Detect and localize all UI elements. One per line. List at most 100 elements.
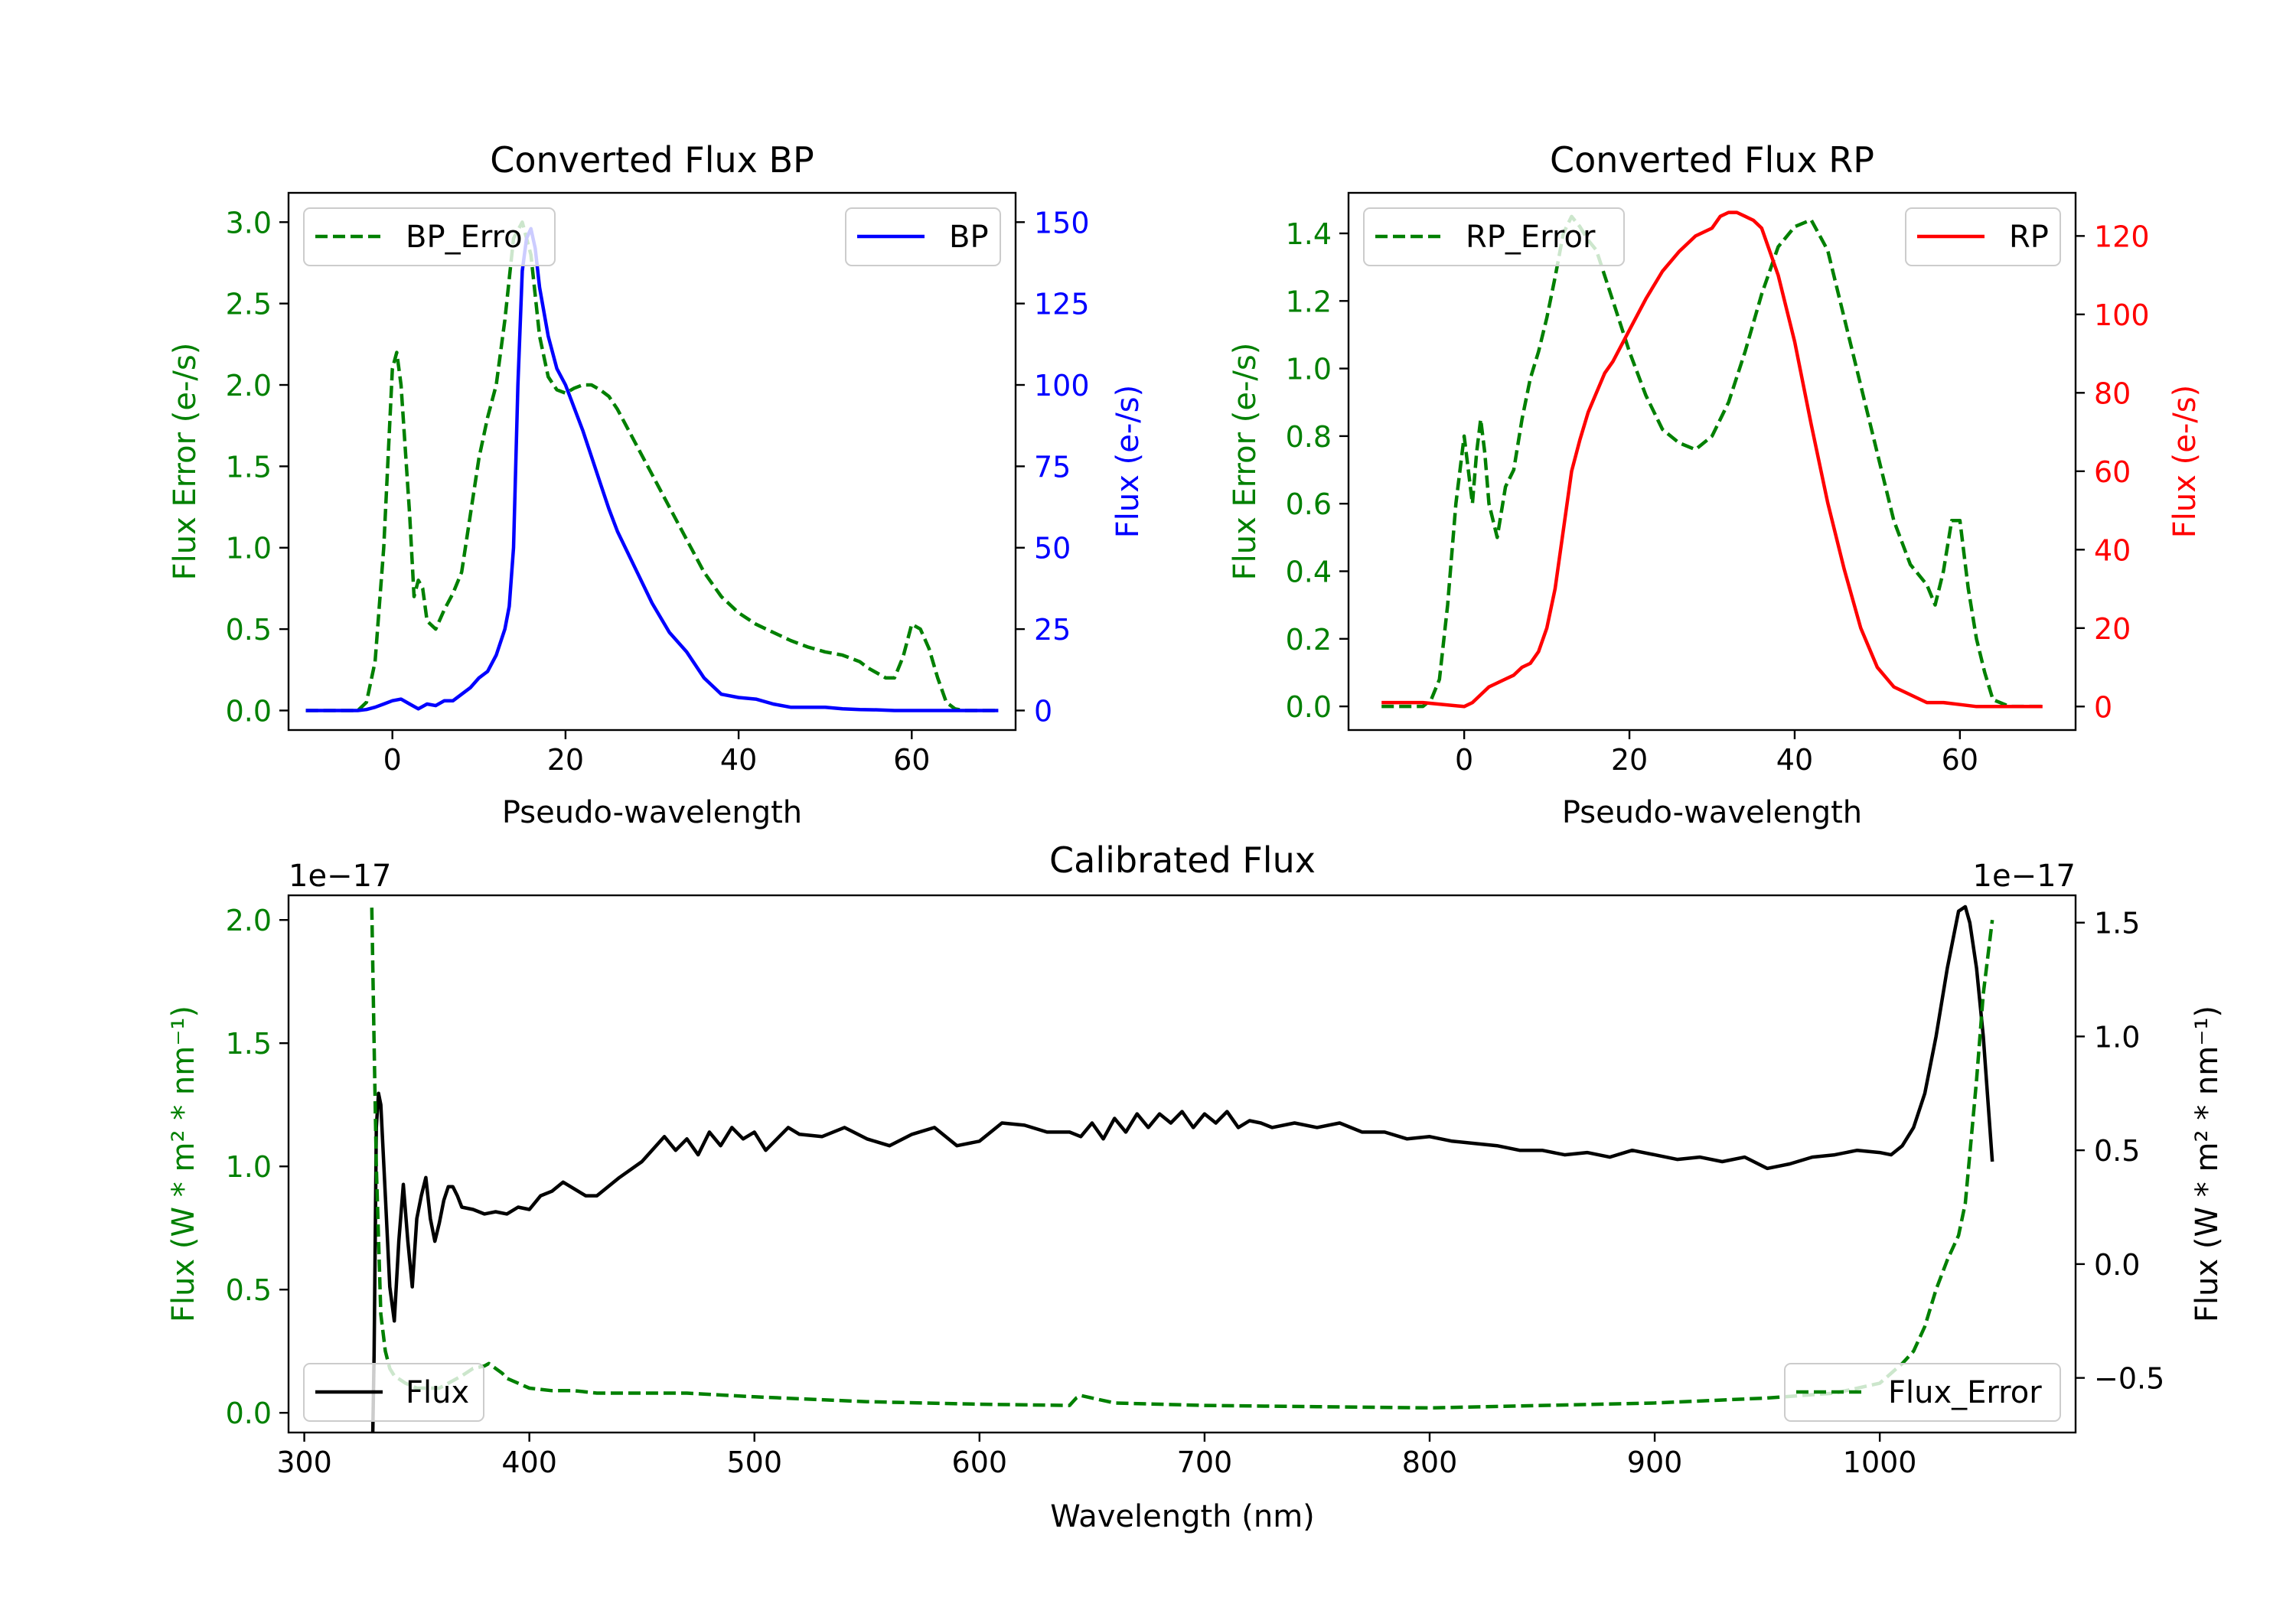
bp-x-tick-label: 20 [547, 743, 584, 777]
bp-y-right-tick-label: 75 [1034, 450, 1071, 484]
rp-y-left-tick-label: 0.0 [1286, 690, 1332, 724]
calibrated-y-right-tick-label: 1.0 [2094, 1020, 2140, 1054]
bp-y-left-tick-label: 2.0 [226, 369, 272, 403]
rp-y-right-tick-label: 20 [2094, 612, 2131, 646]
calibrated-y-left-tick-label: 0.5 [226, 1273, 272, 1307]
bp-legend-left: BP_Erro [303, 207, 556, 266]
calibrated-y-left-tick-label: 1.0 [226, 1150, 272, 1184]
calibrated-legend-left: Flux [303, 1363, 484, 1422]
bp-y-left-tick-label: 0.5 [226, 613, 272, 647]
bp-series-bp [305, 227, 999, 712]
bp-x-tick-label: 60 [893, 743, 930, 777]
rp-x-tick-label: 40 [1776, 743, 1813, 777]
rp-legend-right: RP [1905, 207, 2061, 266]
rp-x-tick-label: 0 [1455, 743, 1473, 777]
rp-axes-frame [1347, 191, 2077, 732]
rp-ticks: 0 20 40 60 0.0 0.2 0.4 0.6 0.8 1.0 1.2 1.4 0 20 40 60 80… [1286, 217, 2150, 777]
rp-y-right-tick-label: 120 [2094, 220, 2150, 253]
bp-y-left-tick-label: 3.0 [226, 206, 272, 240]
rp-y-right-tick-label: 40 [2094, 533, 2131, 567]
rp-y-left-tick-label: 1.2 [1286, 285, 1332, 318]
bp-axes-frame [287, 191, 1017, 732]
bp-ylabel-left: Flux Error (e-/s) [168, 343, 203, 581]
calibrated-y-left-tick-label: 0.0 [226, 1397, 272, 1430]
rp-panel: Converted Flux RP 0 20 40 60 0.0 0.2 0.4 0.6 0.8… [1228, 139, 2203, 830]
rp-ylabel-right: Flux (e-/s) [2167, 385, 2203, 538]
calibrated-panel: Calibrated Flux 300 400 500 600 700 800 900 100… [166, 839, 2225, 1534]
calibrated-x-tick-label: 1000 [1843, 1446, 1917, 1479]
bp-y-right-tick-label: 25 [1034, 613, 1071, 647]
rp-series-rp [1381, 210, 2043, 709]
bp-legend-right: BP [845, 207, 1001, 266]
rp-y-left-tick-label: 1.0 [1286, 353, 1332, 386]
calibrated-ylabel-right: Flux (W * m² * nm⁻¹) [2190, 1006, 2225, 1322]
calibrated-plot-area [370, 905, 1994, 1433]
calibrated-x-tick-label: 900 [1627, 1446, 1683, 1479]
calibrated-y-right-tick-label: −0.5 [2094, 1362, 2164, 1396]
rp-y-left-tick-label: 0.2 [1286, 623, 1332, 657]
bp-y-left-tick-label: 1.0 [226, 532, 272, 566]
bp-xlabel: Pseudo-wavelength [502, 795, 802, 830]
calibrated-legend-label-flux: Flux [406, 1375, 469, 1410]
rp-ylabel-left: Flux Error (e-/s) [1228, 343, 1263, 581]
calibrated-legend-label-error: Flux_Error [1888, 1375, 2042, 1410]
calibrated-ticks: 300 400 500 600 700 800 900 1000 0.0 0.5 1.0 1.5 2.0… [226, 904, 2165, 1479]
bp-y-left-tick-label: 1.5 [226, 450, 272, 484]
calibrated-axes-frame [287, 894, 2077, 1434]
bp-legend-label-error: BP_Erro [406, 220, 523, 255]
bp-y-left-tick-label: 0.0 [226, 694, 272, 728]
bp-x-tick-label: 40 [720, 743, 757, 777]
calibrated-x-tick-label: 600 [952, 1446, 1008, 1479]
rp-y-right-tick-label: 80 [2094, 376, 2131, 410]
bp-y-left-tick-label: 2.5 [226, 288, 272, 321]
calibrated-y-right-tick-label: 1.5 [2094, 907, 2140, 940]
bp-y-right-tick-label: 125 [1034, 288, 1090, 321]
calibrated-series-flux-error [370, 908, 1994, 1410]
rp-y-right-tick-label: 0 [2094, 690, 2112, 724]
rp-x-tick-label: 60 [1942, 743, 1978, 777]
rp-y-right-tick-label: 100 [2094, 298, 2150, 332]
calibrated-x-tick-label: 500 [726, 1446, 782, 1479]
bp-series-bp-error [305, 220, 999, 712]
rp-legend-label-flux: RP [2009, 220, 2049, 255]
calibrated-x-tick-label: 300 [276, 1446, 332, 1479]
rp-xlabel: Pseudo-wavelength [1562, 795, 1862, 830]
calibrated-offset-right: 1e−17 [1973, 859, 2076, 894]
rp-y-left-tick-label: 0.8 [1286, 420, 1332, 454]
bp-y-right-tick-label: 100 [1034, 369, 1090, 403]
calibrated-legend-right: Flux_Error [1784, 1363, 2061, 1422]
calibrated-series-flux [370, 905, 1994, 1433]
rp-legend-label-error: RP_Error [1466, 220, 1596, 255]
calibrated-title: Calibrated Flux [1049, 839, 1316, 881]
rp-y-left-tick-label: 0.6 [1286, 487, 1332, 521]
calibrated-y-right-tick-label: 0.0 [2094, 1248, 2140, 1282]
calibrated-ylabel-left: Flux (W * m² * nm⁻¹) [166, 1006, 201, 1322]
bp-title: Converted Flux BP [490, 139, 814, 181]
bp-ylabel-right: Flux (e-/s) [1110, 385, 1146, 538]
bp-x-tick-label: 0 [383, 743, 402, 777]
calibrated-x-tick-label: 800 [1402, 1446, 1458, 1479]
calibrated-y-left-tick-label: 2.0 [226, 904, 272, 937]
bp-ticks: 0 20 40 60 0.0 0.5 1.0 1.5 2.0 2.5 3.0 0 25 50 75 100 12… [226, 206, 1090, 777]
bp-legend-label-flux: BP [949, 220, 989, 255]
rp-legend-left: RP_Error [1363, 207, 1625, 266]
rp-series-rp-error [1381, 214, 2043, 709]
calibrated-y-left-tick-label: 1.5 [226, 1027, 272, 1061]
calibrated-x-tick-label: 700 [1177, 1446, 1233, 1479]
calibrated-y-right-tick-label: 0.5 [2094, 1134, 2140, 1168]
calibrated-xlabel: Wavelength (nm) [1050, 1499, 1315, 1534]
rp-y-left-tick-label: 1.4 [1286, 217, 1332, 251]
calibrated-offset-left: 1e−17 [289, 859, 391, 894]
bp-plot-area [305, 220, 999, 712]
rp-y-left-tick-label: 0.4 [1286, 555, 1332, 588]
bp-y-right-tick-label: 150 [1034, 206, 1090, 240]
rp-plot-area [1381, 210, 2043, 709]
calibrated-x-tick-label: 400 [501, 1446, 557, 1479]
bp-panel: Converted Flux BP 0 20 40 60 0.0 0.5 1.0 1.5 2.0… [168, 139, 1146, 830]
rp-title: Converted Flux RP [1550, 139, 1874, 181]
bp-y-right-tick-label: 50 [1034, 532, 1071, 566]
rp-x-tick-label: 20 [1611, 743, 1648, 777]
bp-y-right-tick-label: 0 [1034, 694, 1052, 728]
rp-y-right-tick-label: 60 [2094, 455, 2131, 489]
